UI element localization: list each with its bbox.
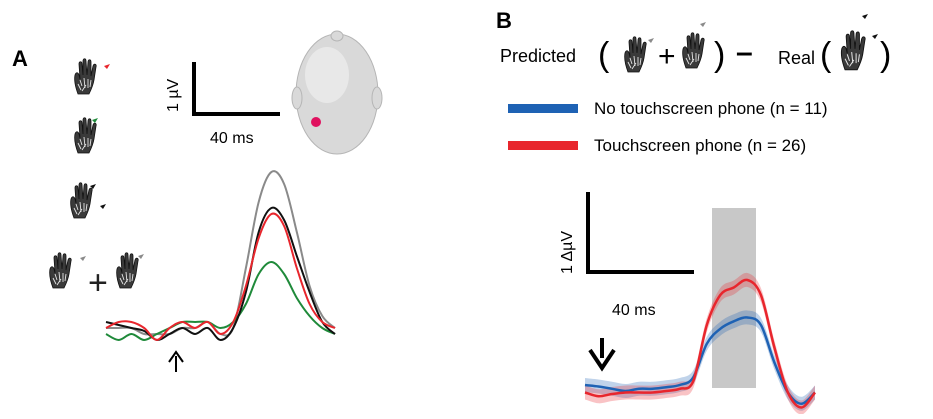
equation-real: Real — [778, 48, 815, 68]
hand-black-markers-icon — [70, 182, 106, 219]
hand-sum-icon: + — [49, 252, 144, 302]
panel-b-label: B — [496, 8, 512, 33]
panel-b-trace-0 — [584, 316, 816, 406]
panel-a-scale-y-label: 1 µV — [165, 78, 182, 112]
legend-label-blue: No touchscreen phone (n = 11) — [594, 99, 828, 118]
hand-green-marker-icon — [74, 117, 98, 154]
panel-b-scale-x-label: 40 ms — [612, 302, 656, 319]
panel-a-scale-bar: 1 µV 40 ms — [165, 62, 280, 147]
panel-b-plot — [584, 272, 816, 415]
panel-b-equation: Predicted ( + ) – Real ( ) — [500, 14, 891, 74]
hand-red-marker-icon — [74, 58, 110, 95]
equation-hand-1-icon — [624, 36, 654, 73]
panel-a-stimulus-arrow-icon — [168, 350, 184, 372]
electrode-marker — [311, 117, 321, 127]
equation-paren-close-1: ) — [714, 36, 725, 74]
panel-b-scale-y-label: 1 ΔµV — [559, 231, 576, 274]
panel-b-scale-bar: 1 ΔµV 40 ms — [559, 192, 694, 319]
equation-predicted: Predicted — [500, 46, 576, 66]
panel-b-stimulus-arrow-icon — [588, 338, 616, 372]
panel-b-legend: No touchscreen phone (n = 11) Touchscree… — [508, 99, 828, 155]
panel-a-trace-2 — [105, 261, 336, 341]
equation-hand-2-icon — [682, 22, 706, 69]
hand-sum-plus: + — [88, 264, 108, 302]
head-electrode-icon — [291, 30, 383, 155]
legend-swatch-red — [508, 141, 578, 150]
panel-a-label: A — [12, 46, 28, 71]
panel-b-trace-1 — [584, 278, 816, 409]
equation-plus: + — [658, 40, 676, 73]
legend-swatch-blue — [508, 104, 578, 113]
panel-a-trace-0 — [105, 206, 336, 342]
panel-a-scale-x-label: 40 ms — [210, 130, 254, 147]
equation-paren-open-2: ( — [820, 36, 832, 74]
panel-a-plot — [105, 170, 336, 342]
equation-paren-open-1: ( — [598, 36, 610, 74]
legend-label-red: Touchscreen phone (n = 26) — [594, 136, 806, 155]
panel-a-trace-1 — [105, 212, 336, 341]
panel-a-trace-3 — [106, 170, 336, 337]
equation-minus: – — [736, 36, 753, 69]
equation-hand-3-icon — [840, 14, 878, 71]
equation-paren-close-2: ) — [880, 36, 891, 74]
